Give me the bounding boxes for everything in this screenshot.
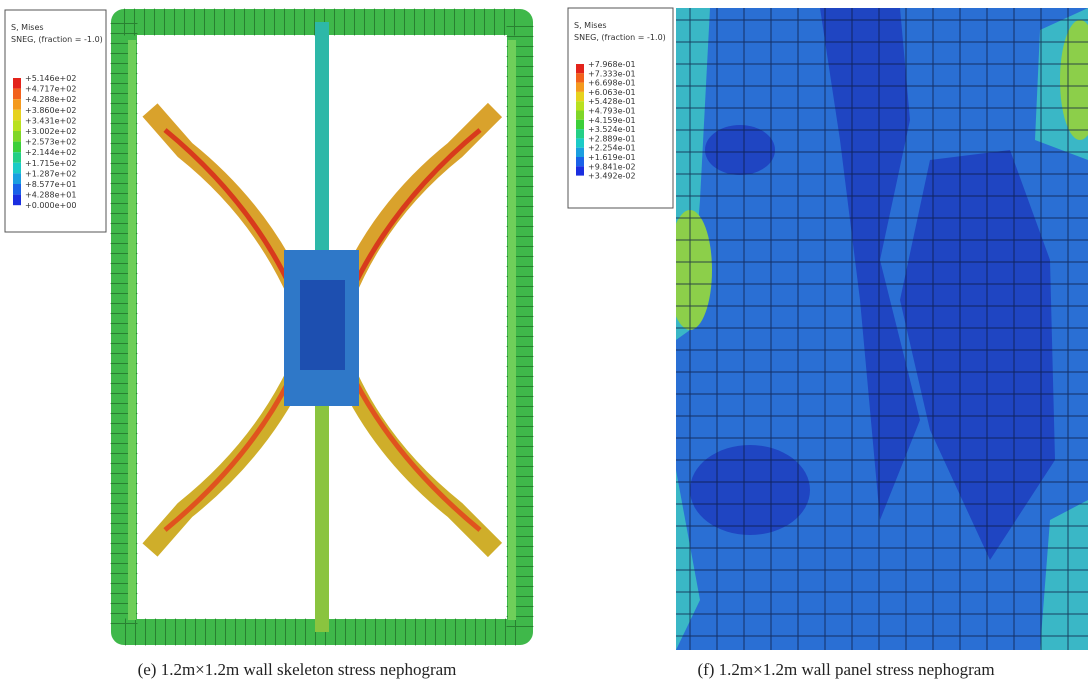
legend-swatch <box>13 120 21 131</box>
legend-level: +2.889e-01 <box>588 134 636 143</box>
legend-level: +4.288e+02 <box>25 95 76 104</box>
legend-swatch <box>13 163 21 174</box>
legend-subtitle: SNEG, (fraction = -1.0) <box>11 35 103 44</box>
legend-level: +1.287e+02 <box>25 169 76 178</box>
legend-level: +3.431e+02 <box>25 116 76 125</box>
legend-level: +3.524e-01 <box>588 125 636 134</box>
legend-subtitle: SNEG, (fraction = -1.0) <box>574 33 666 42</box>
legend-swatch <box>576 120 584 129</box>
legend-level: +5.428e-01 <box>588 97 636 106</box>
legend-level: +0.000e+00 <box>25 201 76 210</box>
legend-level: +1.715e+02 <box>25 159 76 168</box>
panel-image <box>668 8 1088 650</box>
legend-level: +4.717e+02 <box>25 85 76 94</box>
legend-swatch <box>576 138 584 147</box>
legend-swatch <box>13 110 21 121</box>
legend-swatch <box>576 166 584 175</box>
legend-title: S, Mises <box>11 23 44 32</box>
legend-level: +2.254e-01 <box>588 144 636 153</box>
legend-swatch <box>13 78 21 89</box>
legend-swatch <box>13 142 21 153</box>
legend-swatch <box>576 101 584 110</box>
legend-level: +3.002e+02 <box>25 127 76 136</box>
legend-swatch <box>576 83 584 92</box>
legend-swatch <box>576 73 584 82</box>
legend-swatch <box>576 157 584 166</box>
legend-level: +5.146e+02 <box>25 74 76 83</box>
skeleton-image <box>124 22 520 632</box>
legend-level: +1.619e-01 <box>588 153 636 162</box>
legend-level: +8.577e+01 <box>25 180 76 189</box>
legend-level: +6.698e-01 <box>588 79 636 88</box>
legend-level: +4.793e-01 <box>588 107 636 116</box>
legend-swatch <box>13 99 21 110</box>
legend-swatch <box>576 111 584 120</box>
legend-swatch <box>13 184 21 195</box>
legend-level: +7.333e-01 <box>588 69 636 78</box>
legend-level: +2.573e+02 <box>25 138 76 147</box>
legend-level: +3.860e+02 <box>25 106 76 115</box>
legend-level: +6.063e-01 <box>588 88 636 97</box>
legend-title: S, Mises <box>574 21 607 30</box>
legend-swatch <box>13 152 21 163</box>
legend-swatch <box>13 89 21 100</box>
legend-level: +9.841e-02 <box>588 162 636 171</box>
legend-swatch <box>576 64 584 73</box>
legend-swatch <box>13 195 21 206</box>
figure: S, Mises SNEG, (fraction = -1.0) +5.146e+0… <box>0 0 1088 689</box>
legend-level: +4.288e+01 <box>25 191 76 200</box>
legend-level: +3.492e-02 <box>588 172 636 181</box>
legend-swatch <box>13 131 21 142</box>
legend-swatch <box>576 92 584 101</box>
legend-swatch <box>576 148 584 157</box>
legend-level: +4.159e-01 <box>588 116 636 125</box>
legend-swatch <box>576 129 584 138</box>
caption: (f) 1.2m×1.2m wall panel stress nephogra… <box>697 660 994 679</box>
caption: (e) 1.2m×1.2m wall skeleton stress nepho… <box>138 660 457 679</box>
legend-level: +2.144e+02 <box>25 148 76 157</box>
legend-swatch <box>13 173 21 184</box>
legend-level: +7.968e-01 <box>588 60 636 69</box>
